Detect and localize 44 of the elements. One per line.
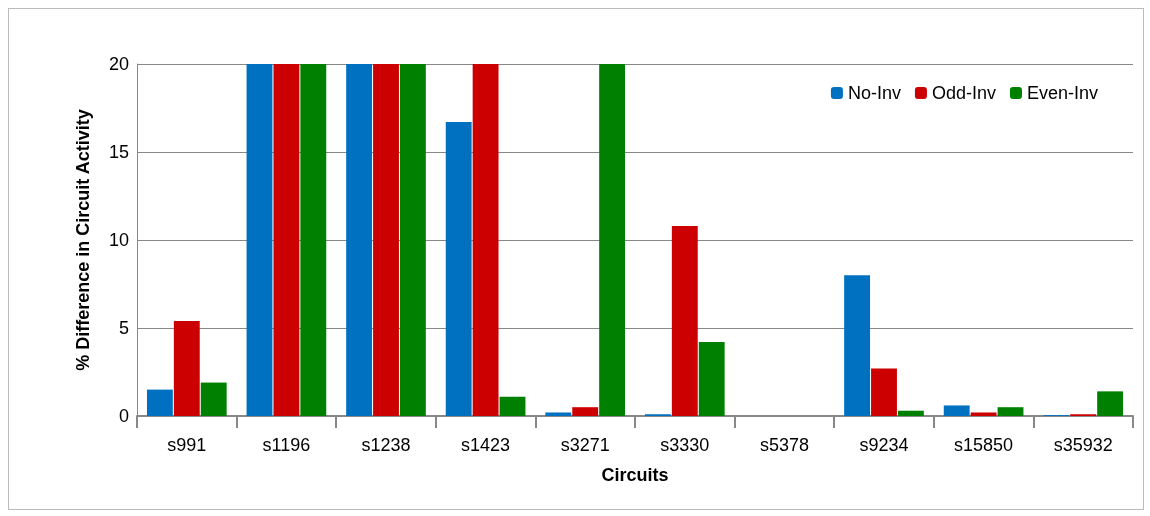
y-tick-label: 0 bbox=[118, 406, 129, 426]
bar bbox=[273, 64, 300, 416]
x-tick-label: s5378 bbox=[759, 435, 809, 455]
bar bbox=[599, 64, 626, 416]
bar bbox=[472, 64, 499, 416]
bar bbox=[346, 64, 373, 416]
bar bbox=[300, 64, 327, 416]
bar bbox=[499, 396, 526, 416]
bar bbox=[997, 407, 1024, 416]
y-tick-label: 10 bbox=[108, 230, 129, 250]
bar bbox=[200, 382, 227, 416]
bar bbox=[373, 64, 399, 416]
bar bbox=[698, 342, 725, 416]
x-tick-label: s3330 bbox=[660, 435, 710, 455]
y-axis-title: % Difference in Circuit Activity bbox=[73, 109, 93, 371]
bar bbox=[671, 225, 698, 416]
bar bbox=[844, 275, 871, 416]
x-tick-label: s1423 bbox=[461, 435, 511, 455]
x-axis-title: Circuits bbox=[601, 465, 669, 485]
bar bbox=[246, 64, 273, 416]
x-tick-label: s3271 bbox=[560, 435, 610, 455]
legend-label: No-Inv bbox=[847, 83, 901, 103]
bar bbox=[399, 64, 426, 416]
x-tick-label: s35932 bbox=[1053, 435, 1113, 455]
bar bbox=[897, 410, 924, 416]
x-tick-label: s1196 bbox=[262, 435, 311, 455]
x-tick-label: s1238 bbox=[361, 435, 411, 455]
x-tick-label: s991 bbox=[167, 435, 207, 455]
bar bbox=[572, 407, 599, 416]
bar bbox=[871, 368, 897, 416]
bar bbox=[146, 389, 173, 416]
y-tick-label: 15 bbox=[108, 142, 129, 162]
bar bbox=[173, 320, 200, 416]
y-tick-label: 20 bbox=[108, 54, 129, 74]
bar bbox=[943, 405, 970, 416]
legend-label: Even-Inv bbox=[1026, 83, 1099, 103]
bar bbox=[1097, 391, 1124, 416]
y-tick-label: 5 bbox=[118, 318, 129, 338]
bar bbox=[970, 412, 997, 416]
bar bbox=[545, 412, 572, 416]
bar bbox=[445, 122, 472, 416]
x-tick-label: s9234 bbox=[859, 435, 909, 455]
x-tick-label: s15850 bbox=[954, 435, 1014, 455]
legend-label: Odd-Inv bbox=[931, 83, 996, 103]
